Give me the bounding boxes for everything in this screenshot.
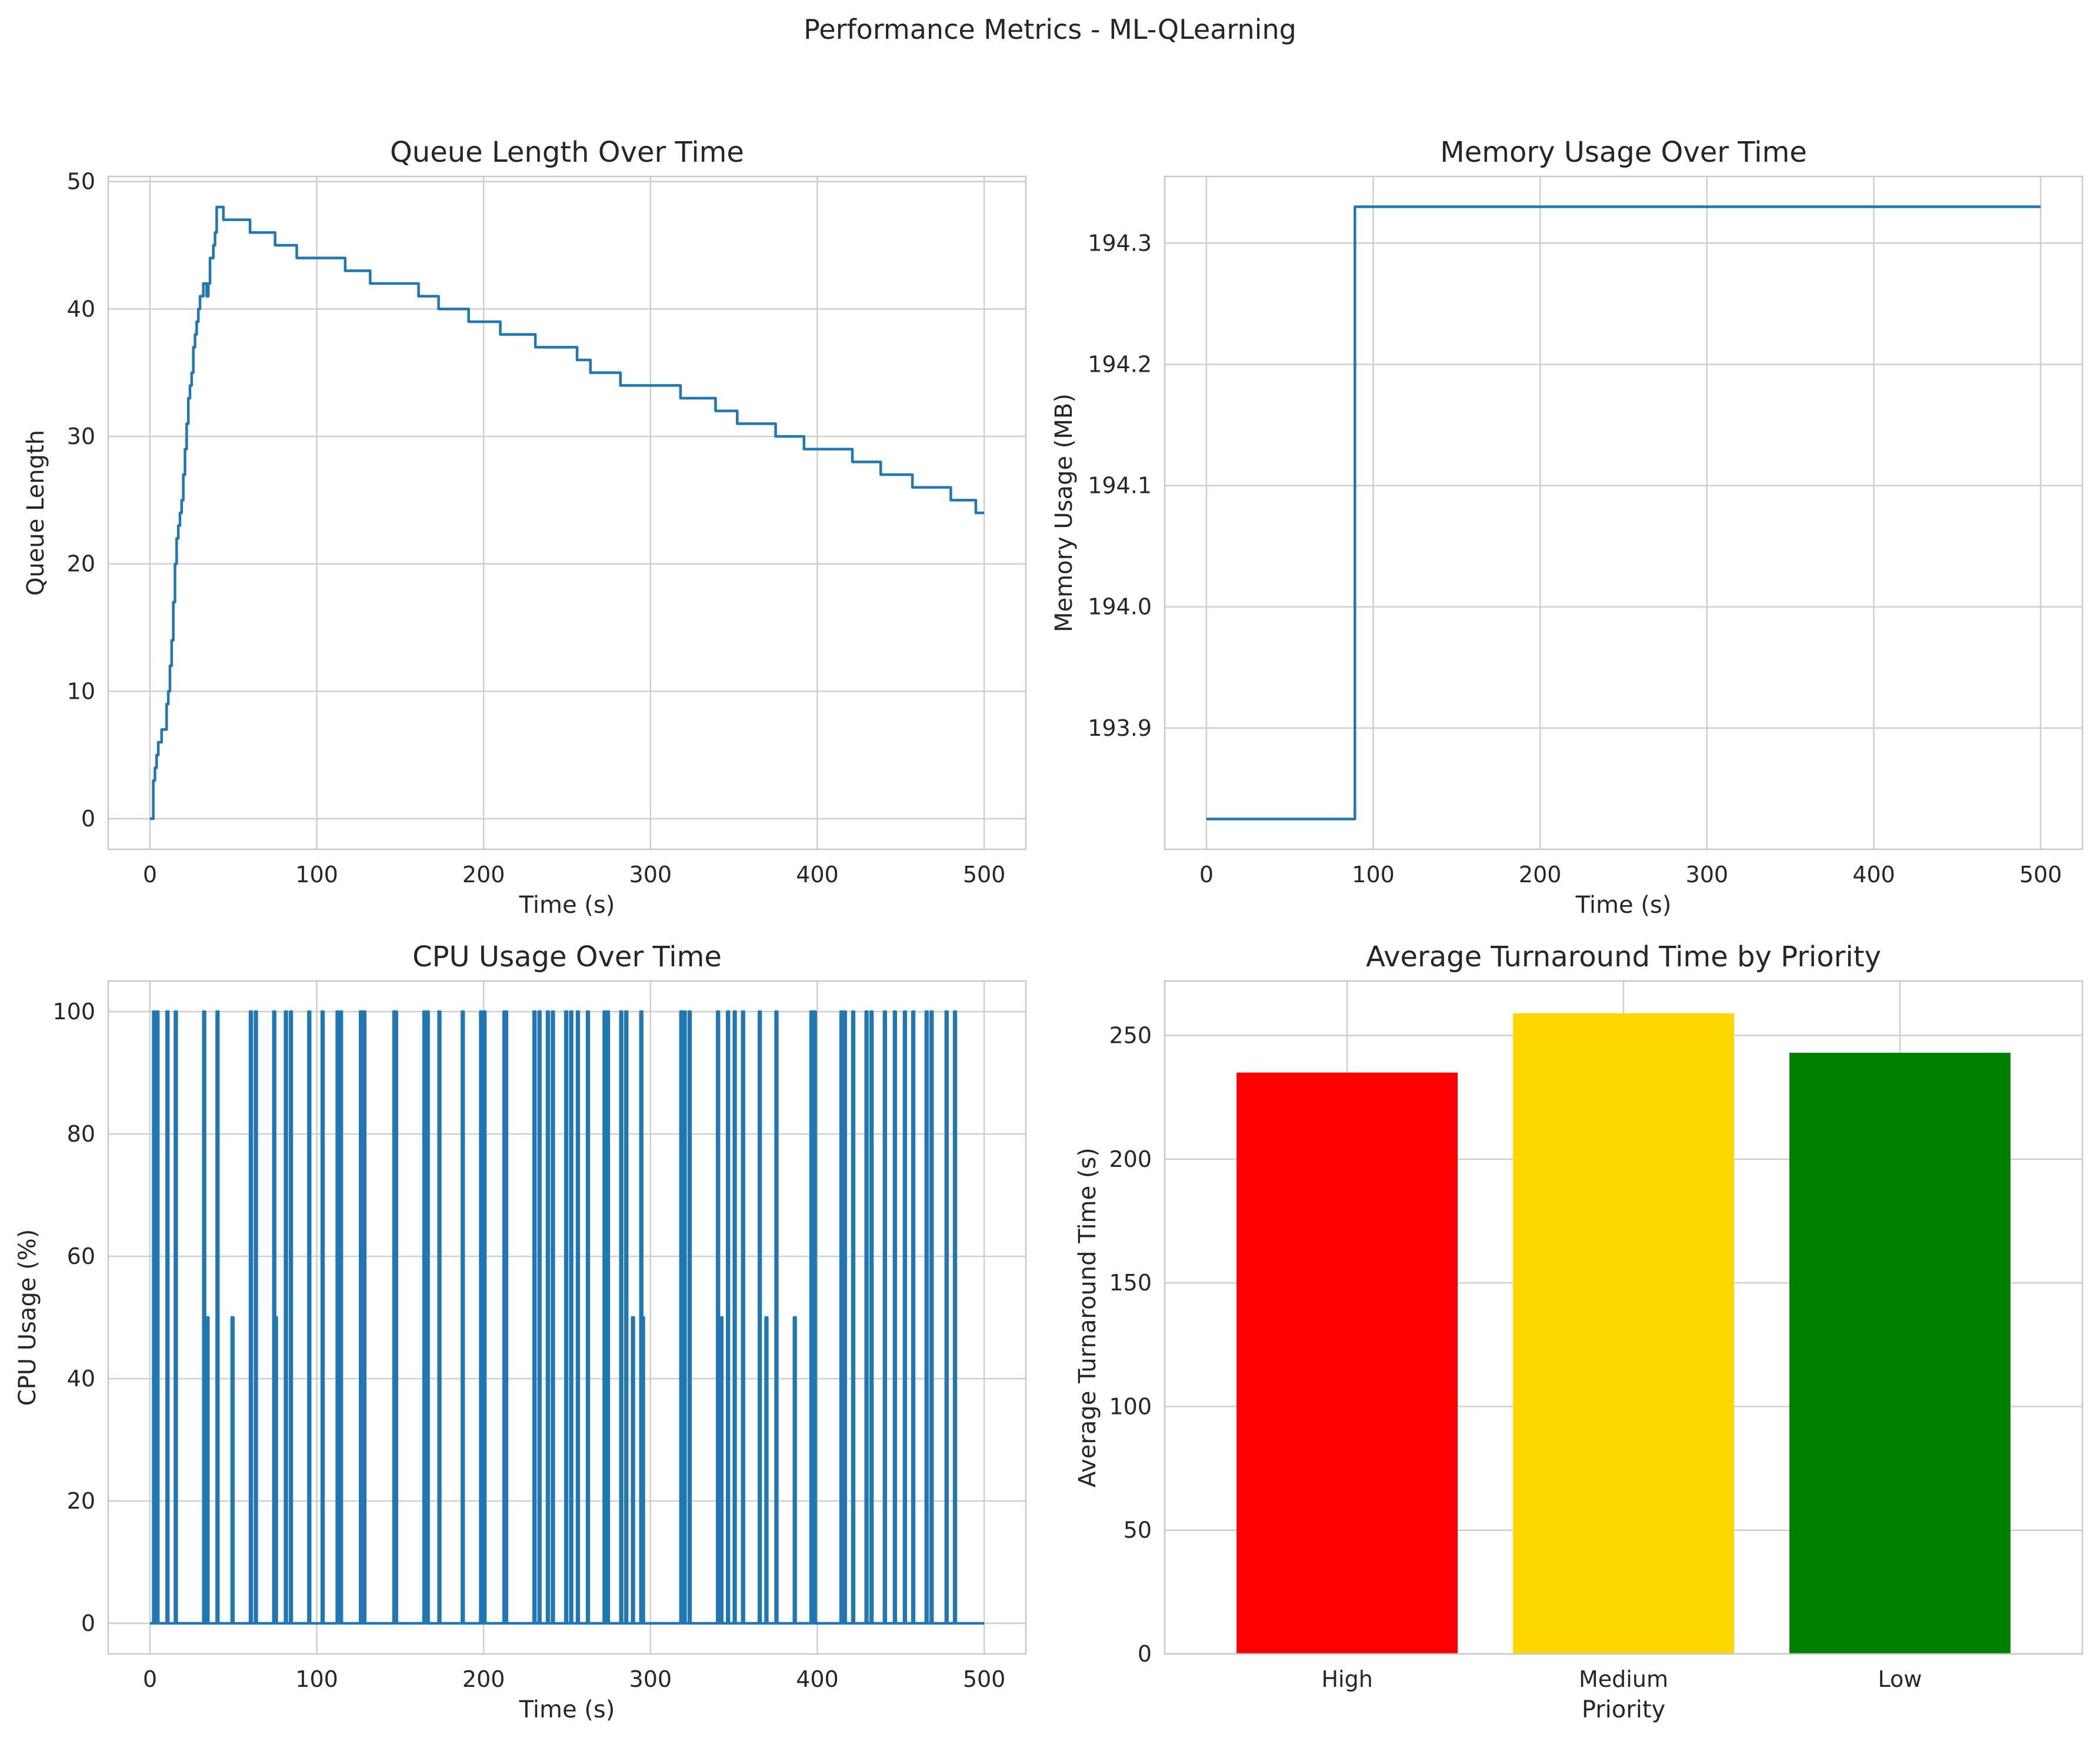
x-tick-label: 500 xyxy=(2019,862,2062,888)
plot-frame xyxy=(107,175,1027,850)
panel-title: Memory Usage Over Time xyxy=(1440,136,1806,169)
x-tick-label: 300 xyxy=(629,862,672,888)
queue-length-line xyxy=(149,205,985,820)
x-tick-label: 500 xyxy=(963,862,1006,888)
x-tick-label: 500 xyxy=(963,1666,1006,1692)
plot-frame xyxy=(1164,980,2084,1655)
x-tick-label: 400 xyxy=(796,1666,839,1692)
cpu-usage-line xyxy=(149,1010,985,1625)
y-tick-label: 20 xyxy=(67,551,95,577)
x-tick-label: Medium xyxy=(1579,1666,1668,1692)
y-tick-label: 150 xyxy=(1109,1270,1152,1296)
x-axis-label: Time (s) xyxy=(519,892,615,919)
panel-title: CPU Usage Over Time xyxy=(412,940,722,973)
y-tick-label: 0 xyxy=(1138,1641,1152,1667)
y-tick-label: 193.9 xyxy=(1088,715,1152,741)
x-tick-label: 200 xyxy=(462,862,505,888)
y-tick-label: 194.0 xyxy=(1088,594,1152,620)
y-tick-label: 60 xyxy=(67,1243,95,1269)
y-axis-label: Queue Length xyxy=(22,430,49,596)
x-tick-label: 300 xyxy=(1686,862,1729,888)
y-tick-label: 20 xyxy=(67,1488,95,1514)
x-axis-label: Priority xyxy=(1582,1696,1665,1723)
y-tick-label: 40 xyxy=(67,1366,95,1392)
plot-frame xyxy=(107,980,1027,1655)
x-tick-label: High xyxy=(1321,1666,1372,1692)
y-tick-label: 0 xyxy=(81,1610,95,1636)
y-tick-label: 194.2 xyxy=(1088,351,1152,377)
figure-title: Performance Metrics - ML-QLearning xyxy=(804,14,1296,45)
y-tick-label: 100 xyxy=(52,999,95,1025)
y-axis-label: Memory Usage (MB) xyxy=(1051,393,1078,632)
panel-title: Average Turnaround Time by Priority xyxy=(1366,940,1881,973)
y-axis-label: Average Turnaround Time (s) xyxy=(1074,1147,1101,1487)
x-tick-label: 100 xyxy=(1352,862,1395,888)
x-axis-label: Time (s) xyxy=(519,1696,615,1723)
x-tick-label: 0 xyxy=(1199,862,1214,888)
plot-frame xyxy=(1164,175,2084,850)
y-tick-label: 30 xyxy=(67,423,95,449)
queue-length-panel: 0 100 200 300 400 500 0 10 20 30 40 50 Queue Length … xyxy=(22,136,1027,919)
x-tick-label: 0 xyxy=(143,1666,157,1692)
y-tick-label: 0 xyxy=(81,806,95,832)
y-axis-label: CPU Usage (%) xyxy=(14,1229,41,1406)
cpu-usage-panel: 0 100 200 300 400 500 0 20 40 60 80 100 CPU Usage Ov… xyxy=(14,940,1027,1723)
x-tick-label: 0 xyxy=(143,862,157,888)
y-tick-label: 80 xyxy=(67,1121,95,1147)
memory-usage-panel: 0 100 200 300 400 500 193.9 194.0 194.1 194.2 194.… xyxy=(1051,136,2084,919)
bar-medium xyxy=(1513,1013,1734,1654)
x-tick-label: 200 xyxy=(1519,862,1562,888)
y-tick-label: 250 xyxy=(1109,1023,1152,1049)
y-tick-label: 194.3 xyxy=(1088,230,1152,256)
y-tick-label: 10 xyxy=(67,678,95,704)
y-tick-label: 40 xyxy=(67,296,95,322)
x-tick-label: 400 xyxy=(1852,862,1895,888)
turnaround-time-panel: High Medium Low 0 50 100 150 200 250 Average Turn… xyxy=(1074,940,2084,1723)
x-tick-label: 400 xyxy=(796,862,839,888)
y-tick-label: 50 xyxy=(1124,1517,1152,1543)
y-tick-label: 194.1 xyxy=(1088,473,1152,499)
memory-usage-line xyxy=(1206,205,2041,820)
x-tick-label: 100 xyxy=(295,1666,338,1692)
x-tick-label: Low xyxy=(1878,1666,1922,1692)
bar-low xyxy=(1789,1052,2011,1654)
x-tick-label: 300 xyxy=(629,1666,672,1692)
panel-title: Queue Length Over Time xyxy=(390,136,744,169)
bar-high xyxy=(1236,1072,1458,1654)
x-tick-label: 200 xyxy=(462,1666,505,1692)
y-tick-label: 100 xyxy=(1109,1393,1152,1419)
x-axis-label: Time (s) xyxy=(1575,892,1672,919)
x-tick-label: 100 xyxy=(295,862,338,888)
y-tick-label: 50 xyxy=(67,169,95,195)
y-tick-label: 200 xyxy=(1109,1146,1152,1172)
